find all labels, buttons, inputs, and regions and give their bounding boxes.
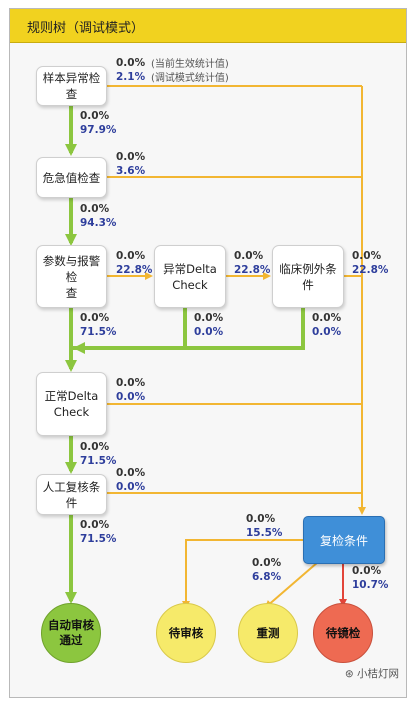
stat-recheck-retest-debug: 6.8% xyxy=(252,571,282,583)
outcome-retest-label: 重测 xyxy=(256,625,280,640)
node-abnormal-delta-check[interactable]: 异常Delta Check xyxy=(154,245,226,308)
node-manual-review[interactable]: 人工复核条件 xyxy=(36,474,107,515)
connector-recheck-to-retest xyxy=(264,561,319,609)
node-normal-delta-label-line1: 正常Delta xyxy=(44,389,99,403)
stat-manual-right-effective: 0.0% xyxy=(116,467,146,479)
stat-param-right-debug: 22.8% xyxy=(116,264,153,276)
stat-critical-right-effective: 0.0% xyxy=(116,151,146,163)
stat-delta-abn-down-debug: 0.0% xyxy=(194,326,224,338)
node-recheck-condition-label: 复检条件 xyxy=(319,533,368,548)
node-sample-check[interactable]: 样本异常检查 xyxy=(36,66,107,106)
stat-param-right-effective: 0.0% xyxy=(116,250,146,262)
stat-delta-abn-down-effective: 0.0% xyxy=(194,312,224,324)
stat-delta-norm-down-effective: 0.0% xyxy=(80,441,110,453)
node-clinical-exception[interactable]: 临床例外条件 xyxy=(272,245,344,308)
stat-critical-down-debug: 94.3% xyxy=(80,217,117,229)
stat-clinical-down-debug: 0.0% xyxy=(312,326,342,338)
node-param-alarm-label-line2: 查 xyxy=(65,285,78,300)
stat-manual-down-debug: 71.5% xyxy=(80,533,117,545)
connector-clinical-to-pass xyxy=(73,308,305,354)
outcome-retest[interactable]: 重测 xyxy=(238,603,298,663)
stat-sample-right-effective: 0.0% xyxy=(116,57,146,69)
stat-param-down-debug: 71.5% xyxy=(80,326,117,338)
legend-effective-note: (当前生效统计值) xyxy=(151,59,229,70)
stat-delta-abn-right-effective: 0.0% xyxy=(234,250,264,262)
stat-recheck-review-debug: 15.5% xyxy=(246,527,283,539)
stat-delta-norm-right-debug: 0.0% xyxy=(116,391,146,403)
node-abnormal-delta-label-line2: Check xyxy=(172,277,208,292)
legend-debug-note: (调试模式统计值) xyxy=(151,73,229,84)
node-param-alarm-label-line1: 参数与报警检 xyxy=(42,253,101,284)
node-normal-delta-check[interactable]: 正常Delta Check xyxy=(36,372,107,436)
outcome-auto-approved-line1: 自动审核 xyxy=(48,618,94,632)
watermark-icon: ⊛ xyxy=(344,668,357,680)
outcome-pending-microscopy-label: 待镜检 xyxy=(325,625,361,640)
outcome-auto-approved-line2: 通过 xyxy=(59,633,83,647)
node-clinical-exception-label: 临床例外条件 xyxy=(279,261,337,292)
node-sample-check-label: 样本异常检查 xyxy=(42,71,101,101)
stat-sample-down-effective: 0.0% xyxy=(80,110,110,122)
stat-critical-right-debug: 3.6% xyxy=(116,165,146,177)
stat-manual-right-debug: 0.0% xyxy=(116,481,146,493)
outcome-auto-approved[interactable]: 自动审核 通过 xyxy=(41,603,101,663)
stat-recheck-review-effective: 0.0% xyxy=(246,513,276,525)
outcome-pending-review[interactable]: 待审核 xyxy=(156,603,216,663)
stat-delta-abn-right-debug: 22.8% xyxy=(234,264,271,276)
node-normal-delta-label-line2: Check xyxy=(53,405,90,419)
node-recheck-condition[interactable]: 复检条件 xyxy=(303,516,385,564)
node-param-alarm-check[interactable]: 参数与报警检 查 xyxy=(36,245,107,308)
node-manual-review-label: 人工复核条件 xyxy=(42,479,101,510)
stat-sample-down-debug: 97.9% xyxy=(80,124,117,136)
stat-recheck-micro-debug: 10.7% xyxy=(352,579,389,591)
watermark: ⊛ 小桔灯网 xyxy=(345,666,399,681)
outcome-pending-microscopy[interactable]: 待镜检 xyxy=(313,603,373,663)
node-critical-check[interactable]: 危急值检查 xyxy=(36,157,107,198)
outcome-pending-review-label: 待审核 xyxy=(168,625,204,640)
node-critical-check-label: 危急值检查 xyxy=(42,170,101,185)
stat-clinical-down-effective: 0.0% xyxy=(312,312,342,324)
panel-title: 规则树（调试模式） xyxy=(27,21,145,36)
stat-param-down-effective: 0.0% xyxy=(80,312,110,324)
stat-critical-down-effective: 0.0% xyxy=(80,203,110,215)
stat-delta-norm-right-effective: 0.0% xyxy=(116,377,146,389)
stat-clinical-right-effective: 0.0% xyxy=(352,250,382,262)
stat-recheck-retest-effective: 0.0% xyxy=(252,557,282,569)
stat-delta-norm-down-debug: 71.5% xyxy=(80,455,117,467)
stat-sample-right-debug: 2.1% xyxy=(116,71,146,83)
stat-recheck-micro-effective: 0.0% xyxy=(352,565,382,577)
stat-clinical-right-debug: 22.8% xyxy=(352,264,389,276)
connector-recheck-to-review xyxy=(182,539,303,609)
watermark-text: 小桔灯网 xyxy=(357,668,399,680)
stat-manual-down-effective: 0.0% xyxy=(80,519,110,531)
node-abnormal-delta-label-line1: 异常Delta xyxy=(163,261,217,276)
panel-header: 规则树（调试模式） xyxy=(10,9,406,43)
